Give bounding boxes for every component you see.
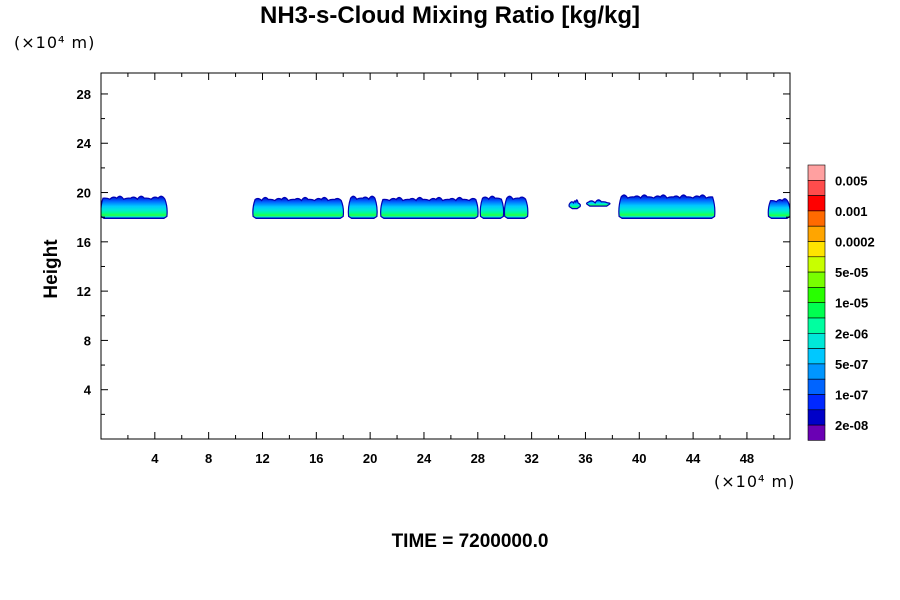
y-tick-label: 12 xyxy=(77,284,91,299)
y-tick-label: 8 xyxy=(84,333,91,348)
x-tick-label: 4 xyxy=(151,451,159,466)
y-tick-label: 24 xyxy=(77,136,92,151)
legend-swatch xyxy=(807,271,826,288)
legend-swatch xyxy=(807,317,826,334)
legend-swatch xyxy=(807,225,826,242)
legend-swatch xyxy=(807,424,826,441)
time-label: TIME = 7200000.0 xyxy=(391,531,549,552)
legend-swatch xyxy=(807,195,826,212)
cloud-segment xyxy=(347,195,378,219)
legend-swatch xyxy=(807,241,826,258)
cloud-segment xyxy=(252,196,345,219)
legend-label: 0.0002 xyxy=(835,235,875,250)
y-tick-label: 4 xyxy=(84,383,92,398)
legend-label: 5e-07 xyxy=(835,357,868,372)
legend-swatch xyxy=(807,332,826,349)
legend-swatch xyxy=(807,164,826,181)
x-tick-label: 36 xyxy=(578,451,592,466)
color-legend: 0.005 0.001 0.0002 5e-05 1e-05 2e-06 5e-07 1e-0… xyxy=(807,164,875,441)
legend-swatch xyxy=(807,409,826,426)
x-tick-label: 20 xyxy=(363,451,377,466)
chart-title: NH3-s-Cloud Mixing Ratio [kg/kg] xyxy=(260,2,640,29)
x-tick-label: 40 xyxy=(632,451,646,466)
plot-frame xyxy=(100,72,791,440)
legend-label: 2e-06 xyxy=(835,326,868,341)
legend-swatch xyxy=(807,394,826,411)
legend-label: 1e-07 xyxy=(835,388,868,403)
y-tick-label: 20 xyxy=(77,186,91,201)
x-axis-unit: (×10⁴ m) xyxy=(714,472,796,491)
cloud-segment xyxy=(479,195,505,219)
legend-swatch xyxy=(807,256,826,273)
x-tick-label: 44 xyxy=(686,451,701,466)
x-tick-label: 28 xyxy=(471,451,485,466)
y-axis-unit: (×10⁴ m) xyxy=(14,33,96,52)
legend-label: 5e-05 xyxy=(835,265,868,280)
x-tick-label: 12 xyxy=(255,451,269,466)
x-tick-label: 8 xyxy=(205,451,212,466)
legend-label: 2e-08 xyxy=(835,418,868,433)
cloud-segment xyxy=(568,199,581,210)
cloud-segment xyxy=(101,195,168,219)
x-tick-label: 24 xyxy=(417,451,432,466)
legend-label: 1e-05 xyxy=(835,296,868,311)
x-tick-label: 48 xyxy=(740,451,754,466)
legend-label: 0.005 xyxy=(835,173,868,188)
cloud-segment xyxy=(767,198,790,219)
legend-swatch xyxy=(807,287,826,303)
legend-swatch xyxy=(807,378,826,395)
legend-swatch xyxy=(807,363,826,380)
legend-label: 0.001 xyxy=(835,204,868,219)
y-axis: 4 8 12 16 20 24 28 xyxy=(77,87,790,415)
x-tick-label: 32 xyxy=(524,451,538,466)
x-tick-label: 16 xyxy=(309,451,323,466)
y-tick-label: 16 xyxy=(77,235,91,250)
legend-swatch xyxy=(807,302,826,319)
cloud-layer xyxy=(101,194,790,219)
x-axis: 4 8 12 16 20 24 28 32 36 40 44 48 xyxy=(127,73,775,466)
legend-swatch xyxy=(807,180,826,196)
cloud-segment xyxy=(585,199,611,207)
y-tick-label: 28 xyxy=(77,87,91,102)
cloud-segment xyxy=(618,194,716,219)
legend-swatch xyxy=(807,348,826,365)
cloud-segment xyxy=(380,196,479,219)
legend-swatch xyxy=(807,210,826,227)
cloud-segment xyxy=(503,195,529,219)
